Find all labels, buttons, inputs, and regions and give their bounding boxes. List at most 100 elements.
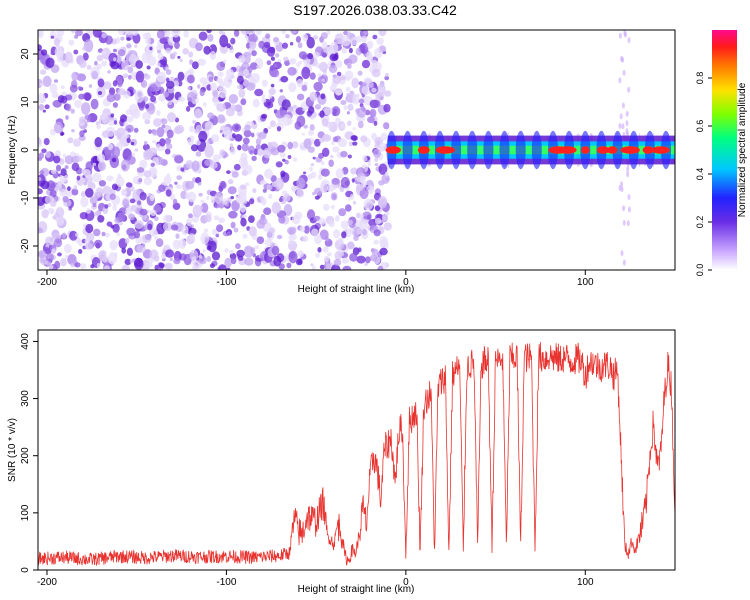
noise-speck bbox=[341, 35, 351, 47]
noise-speck bbox=[318, 218, 326, 225]
noise-speck bbox=[340, 123, 346, 129]
noise-speck bbox=[41, 49, 48, 56]
noise-speck bbox=[143, 140, 148, 146]
noise-speck bbox=[360, 135, 368, 143]
noise-speck bbox=[147, 193, 151, 197]
noise-speck bbox=[81, 102, 91, 115]
noise-speck bbox=[143, 74, 151, 80]
noise-speck bbox=[189, 125, 195, 133]
noise-speck bbox=[349, 194, 355, 200]
noise-speck bbox=[78, 93, 85, 100]
noise-speck bbox=[42, 75, 52, 87]
noise-speck bbox=[50, 35, 55, 39]
noise-speck bbox=[152, 129, 158, 136]
noise-speck bbox=[109, 193, 116, 200]
noise-speck bbox=[146, 65, 151, 70]
noise-speck bbox=[360, 35, 368, 43]
noise-speck bbox=[207, 112, 215, 119]
noise-speck bbox=[217, 71, 224, 78]
noise-speck bbox=[336, 71, 342, 77]
noise-speck bbox=[341, 257, 349, 264]
noise-speck bbox=[273, 64, 278, 69]
noise-speck bbox=[335, 89, 342, 96]
noise-speck bbox=[49, 189, 57, 198]
noise-speck bbox=[163, 244, 170, 250]
noise-speck bbox=[200, 199, 205, 204]
noise-speck bbox=[235, 243, 241, 250]
noise-speck bbox=[57, 252, 62, 257]
noise-speck bbox=[110, 113, 115, 118]
noise-speck bbox=[309, 91, 318, 102]
noise-speck bbox=[219, 34, 229, 48]
noise-speck bbox=[97, 91, 103, 95]
noise-speck bbox=[347, 31, 351, 36]
noise-speck bbox=[101, 32, 108, 39]
snr-panel: -200 -100 0 100 0 100 200 300 400 Height of str… bbox=[7, 329, 676, 595]
noise-speck bbox=[38, 138, 42, 147]
noise-speck bbox=[149, 195, 155, 202]
noise-speck bbox=[203, 228, 209, 233]
noise-speck bbox=[381, 173, 390, 184]
noise-speck bbox=[292, 157, 298, 162]
noise-speck bbox=[287, 226, 297, 235]
noise-speck bbox=[138, 178, 143, 183]
noise-speck bbox=[178, 238, 187, 249]
noise-speck bbox=[153, 230, 158, 235]
noise-speck bbox=[131, 30, 139, 36]
noise-speck bbox=[230, 196, 234, 200]
noise-speck bbox=[134, 148, 139, 152]
noise-speck bbox=[45, 253, 54, 262]
signal-hotspot bbox=[581, 146, 590, 154]
noise-speck bbox=[383, 222, 392, 231]
noise-speck bbox=[261, 79, 268, 87]
noise-speck bbox=[199, 77, 208, 84]
noise-speck bbox=[165, 69, 172, 75]
noise-speck bbox=[107, 119, 115, 126]
noise-speck bbox=[297, 250, 304, 258]
noise-speck bbox=[332, 146, 340, 153]
noise-speck bbox=[162, 222, 173, 232]
noise-speck bbox=[135, 60, 143, 69]
noise-speck bbox=[107, 252, 118, 265]
noise-speck bbox=[41, 148, 47, 154]
noise-speck bbox=[127, 66, 134, 74]
noise-speck bbox=[296, 93, 305, 101]
noise-speck bbox=[62, 153, 67, 158]
noise-speck bbox=[163, 175, 172, 185]
noise-speck bbox=[95, 187, 104, 198]
noise-speck bbox=[303, 138, 312, 150]
noise-speck bbox=[317, 174, 323, 181]
noise-speck bbox=[74, 34, 79, 39]
noise-speck bbox=[332, 89, 336, 93]
noise-speck bbox=[123, 121, 128, 127]
noise-speck bbox=[38, 227, 43, 234]
noise-speck bbox=[144, 119, 151, 125]
noise-speck bbox=[177, 55, 181, 59]
noise-speck bbox=[198, 31, 208, 41]
noise-speck bbox=[132, 33, 141, 44]
noise-speck bbox=[352, 127, 356, 130]
noise-speck bbox=[245, 55, 252, 63]
noise-speck bbox=[134, 89, 144, 103]
noise-speck bbox=[364, 262, 368, 266]
noise-speck bbox=[285, 34, 290, 39]
noise-speck bbox=[38, 152, 45, 159]
noise-speck bbox=[209, 50, 217, 60]
noise-speck bbox=[270, 120, 276, 127]
noise-speck bbox=[147, 209, 151, 214]
noise-speck bbox=[161, 124, 166, 129]
snr-y-tick-label: 300 bbox=[20, 390, 31, 407]
noise-speck bbox=[39, 82, 44, 87]
signal-blob bbox=[515, 130, 526, 170]
noise-speck bbox=[156, 62, 161, 67]
colorbar-axis: 0.0 0.2 0.4 0.6 0.8 bbox=[695, 72, 712, 276]
noise-speck bbox=[242, 199, 248, 204]
noise-speck bbox=[38, 177, 42, 181]
noise-speck bbox=[38, 30, 44, 39]
signal-speck bbox=[622, 219, 626, 226]
noise-speck bbox=[342, 265, 352, 270]
noise-speck bbox=[243, 68, 250, 76]
noise-speck bbox=[71, 129, 75, 133]
noise-speck bbox=[245, 182, 250, 187]
